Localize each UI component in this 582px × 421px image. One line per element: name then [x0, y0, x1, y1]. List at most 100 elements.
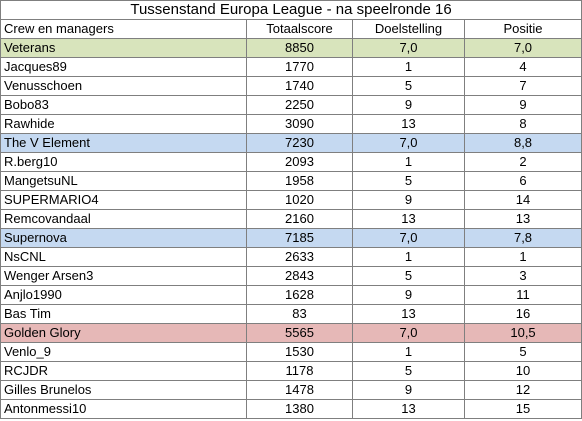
cell-target: 7,0 [352, 228, 465, 248]
cell-score: 2843 [246, 266, 353, 286]
cell-position: 15 [463, 399, 582, 419]
cell-target: 1 [352, 342, 465, 362]
cell-target: 1 [352, 152, 465, 172]
manager-row: Bas Tim 83 13 16 [0, 304, 582, 324]
cell-name: Supernova [0, 228, 247, 248]
cell-target: 13 [352, 209, 465, 229]
manager-row: Venlo_9 1530 1 5 [0, 342, 582, 362]
cell-name: Bobo83 [0, 95, 247, 115]
cell-name: Veterans [0, 38, 247, 58]
cell-position: 4 [463, 57, 582, 77]
cell-name: RCJDR [0, 361, 247, 381]
cell-position: 8,8 [463, 133, 582, 153]
cell-target: 9 [352, 380, 465, 400]
cell-target: 13 [352, 114, 465, 134]
cell-position: 8 [463, 114, 582, 134]
cell-target: 13 [352, 304, 465, 324]
team-row: Supernova 7185 7,0 7,8 [0, 228, 582, 248]
cell-score: 1740 [246, 76, 353, 96]
cell-name: Gilles Brunelos [0, 380, 247, 400]
cell-position: 7,8 [463, 228, 582, 248]
header-score: Totaalscore [246, 19, 353, 39]
manager-row: Wenger Arsen3 2843 5 3 [0, 266, 582, 286]
cell-position: 9 [463, 95, 582, 115]
cell-name: Bas Tim [0, 304, 247, 324]
cell-position: 2 [463, 152, 582, 172]
cell-score: 2633 [246, 247, 353, 267]
manager-row: SUPERMARIO4 1020 9 14 [0, 190, 582, 210]
manager-row: Anjlo1990 1628 9 11 [0, 285, 582, 305]
cell-name: Anjlo1990 [0, 285, 247, 305]
manager-row: R.berg10 2093 1 2 [0, 152, 582, 172]
cell-name: SUPERMARIO4 [0, 190, 247, 210]
header-row: Crew en managers Totaalscore Doelstellin… [0, 19, 582, 39]
cell-name: Antonmessi10 [0, 399, 247, 419]
cell-score: 3090 [246, 114, 353, 134]
cell-position: 10,5 [463, 323, 582, 343]
title-row: Tussenstand Europa League - na speelrond… [0, 0, 582, 20]
cell-score: 1958 [246, 171, 353, 191]
cell-score: 2250 [246, 95, 353, 115]
cell-name: Rawhide [0, 114, 247, 134]
cell-score: 7185 [246, 228, 353, 248]
cell-name: Venusschoen [0, 76, 247, 96]
cell-target: 7,0 [352, 323, 465, 343]
cell-position: 12 [463, 380, 582, 400]
team-row: Veterans 8850 7,0 7,0 [0, 38, 582, 58]
header-crew: Crew en managers [0, 19, 247, 39]
manager-row: MangetsuNL 1958 5 6 [0, 171, 582, 191]
cell-score: 1530 [246, 342, 353, 362]
cell-position: 14 [463, 190, 582, 210]
manager-row: RCJDR 1178 5 10 [0, 361, 582, 381]
cell-position: 3 [463, 266, 582, 286]
cell-name: Venlo_9 [0, 342, 247, 362]
manager-row: Jacques89 1770 1 4 [0, 57, 582, 77]
cell-score: 1380 [246, 399, 353, 419]
cell-score: 7230 [246, 133, 353, 153]
cell-target: 5 [352, 361, 465, 381]
cell-target: 5 [352, 76, 465, 96]
cell-score: 2160 [246, 209, 353, 229]
cell-position: 10 [463, 361, 582, 381]
cell-target: 5 [352, 266, 465, 286]
cell-score: 83 [246, 304, 353, 324]
cell-position: 13 [463, 209, 582, 229]
cell-target: 1 [352, 247, 465, 267]
cell-score: 1628 [246, 285, 353, 305]
cell-score: 8850 [246, 38, 353, 58]
cell-position: 6 [463, 171, 582, 191]
manager-row: Bobo83 2250 9 9 [0, 95, 582, 115]
cell-target: 9 [352, 95, 465, 115]
header-position: Positie [463, 19, 582, 39]
manager-row: Remcovandaal 2160 13 13 [0, 209, 582, 229]
team-row: The V Element 7230 7,0 8,8 [0, 133, 582, 153]
cell-position: 7,0 [463, 38, 582, 58]
header-target: Doelstelling [352, 19, 465, 39]
cell-score: 1478 [246, 380, 353, 400]
team-row: Golden Glory 5565 7,0 10,5 [0, 323, 582, 343]
cell-score: 2093 [246, 152, 353, 172]
cell-score: 5565 [246, 323, 353, 343]
cell-position: 11 [463, 285, 582, 305]
cell-target: 9 [352, 190, 465, 210]
page-title: Tussenstand Europa League - na speelrond… [0, 0, 582, 20]
cell-target: 9 [352, 285, 465, 305]
cell-target: 7,0 [352, 133, 465, 153]
cell-name: Remcovandaal [0, 209, 247, 229]
manager-row: NsCNL 2633 1 1 [0, 247, 582, 267]
cell-score: 1178 [246, 361, 353, 381]
manager-row: Antonmessi10 1380 13 15 [0, 399, 582, 419]
cell-name: Wenger Arsen3 [0, 266, 247, 286]
cell-target: 5 [352, 171, 465, 191]
manager-row: Venusschoen 1740 5 7 [0, 76, 582, 96]
cell-name: NsCNL [0, 247, 247, 267]
cell-name: The V Element [0, 133, 247, 153]
cell-name: Jacques89 [0, 57, 247, 77]
manager-row: Rawhide 3090 13 8 [0, 114, 582, 134]
manager-row: Gilles Brunelos 1478 9 12 [0, 380, 582, 400]
cell-position: 1 [463, 247, 582, 267]
cell-position: 16 [463, 304, 582, 324]
cell-position: 5 [463, 342, 582, 362]
